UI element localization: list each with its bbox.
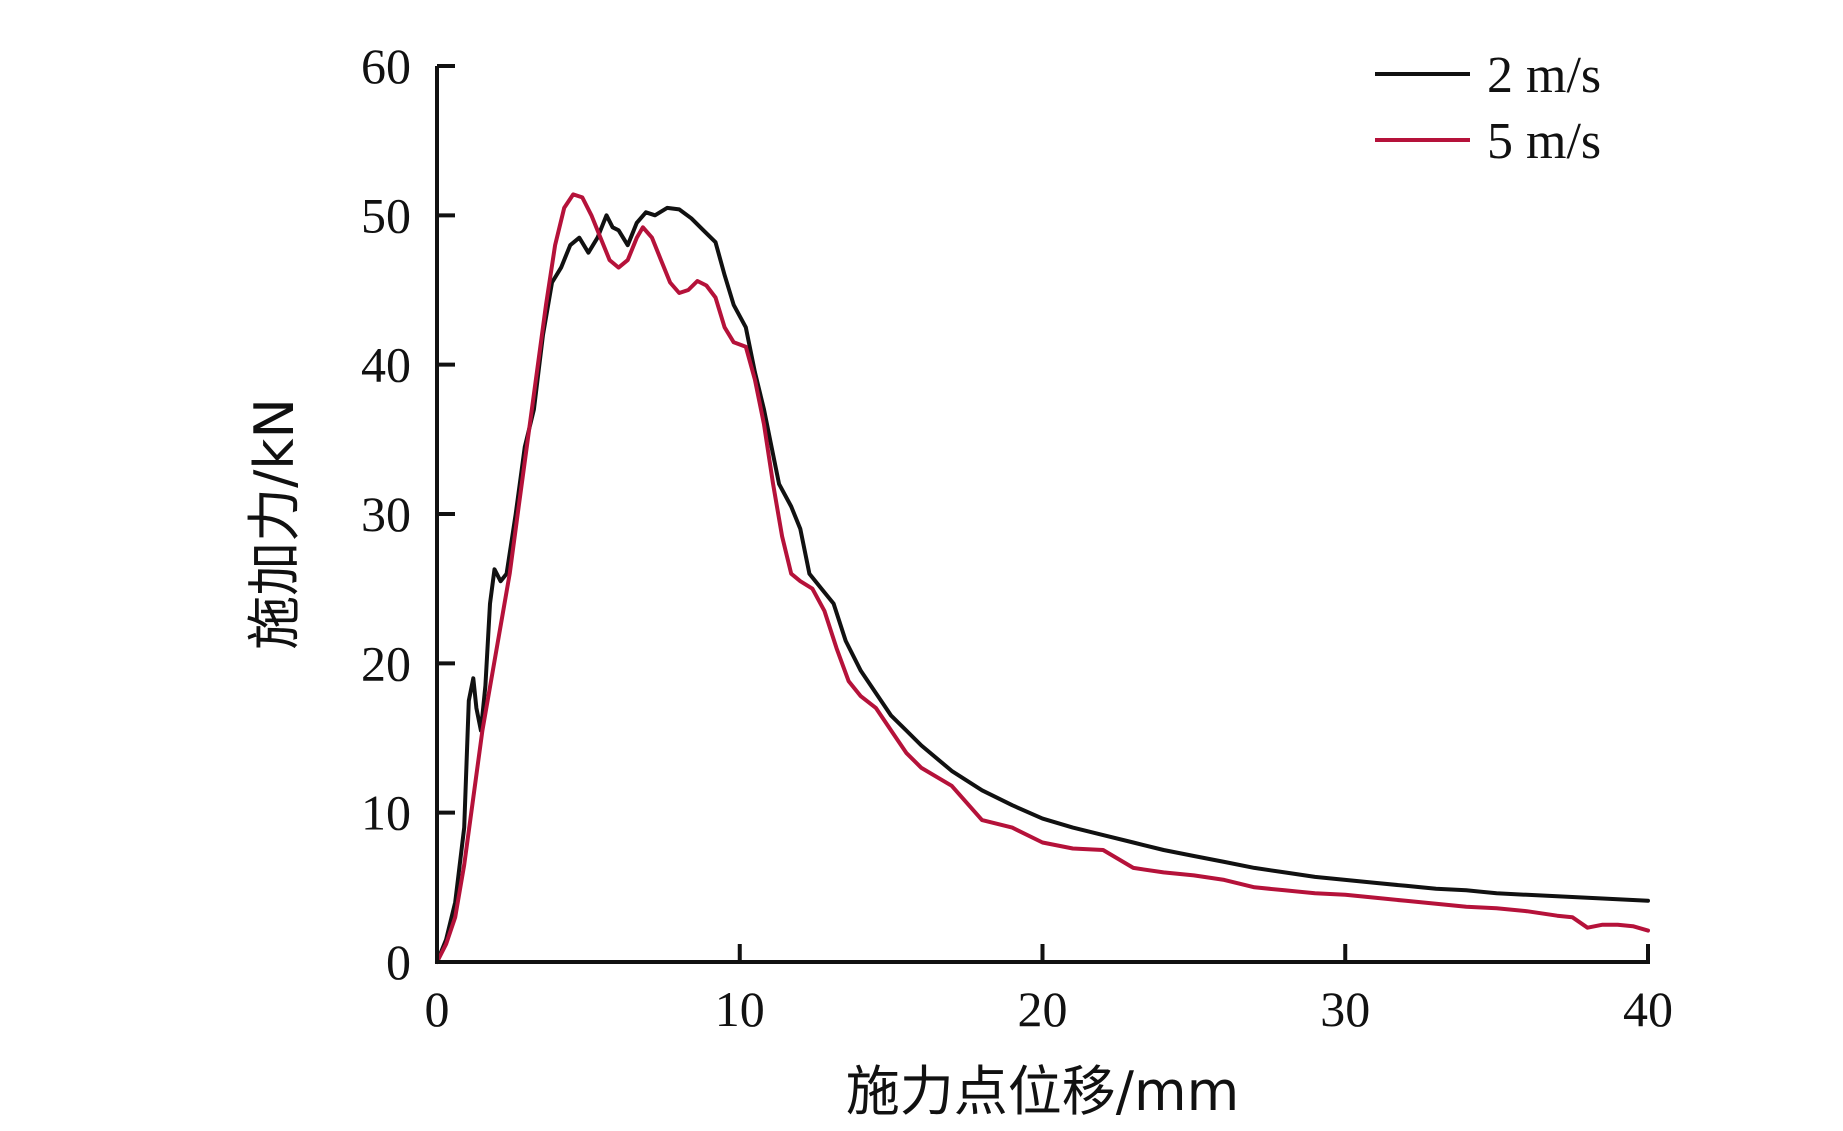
series-layer (435, 192, 1650, 964)
x-tick-label-4: 40 (1623, 981, 1673, 1037)
y-tick-label-5: 50 (361, 187, 411, 243)
x-tick-label-2: 20 (1018, 981, 1068, 1037)
legend: 2 m/s 5 m/s (1375, 47, 1601, 170)
x-tick-label-1: 10 (715, 981, 765, 1037)
y-axis-title: 施加力/kN (243, 398, 306, 650)
y-tick-label-1: 10 (361, 785, 411, 841)
series-line-2ms (435, 205, 1650, 964)
series-line-5ms (435, 192, 1650, 964)
y-tick-label-0: 0 (386, 934, 411, 990)
axis-layer (435, 66, 1650, 964)
tick-layer: 0 10 20 30 40 0 10 20 30 40 50 60 (361, 38, 1673, 1037)
y-tick-label-2: 20 (361, 635, 411, 691)
y-tick-label-3: 30 (361, 486, 411, 542)
x-axis-title: 施力点位移/mm (846, 1060, 1239, 1123)
legend-label-2ms: 2 m/s (1487, 47, 1601, 104)
y-tick-label-6: 60 (361, 38, 411, 94)
x-tick-label-3: 30 (1320, 981, 1370, 1037)
x-tick-label-0: 0 (425, 981, 450, 1037)
legend-label-5ms: 5 m/s (1487, 113, 1601, 170)
y-tick-label-4: 40 (361, 337, 411, 393)
